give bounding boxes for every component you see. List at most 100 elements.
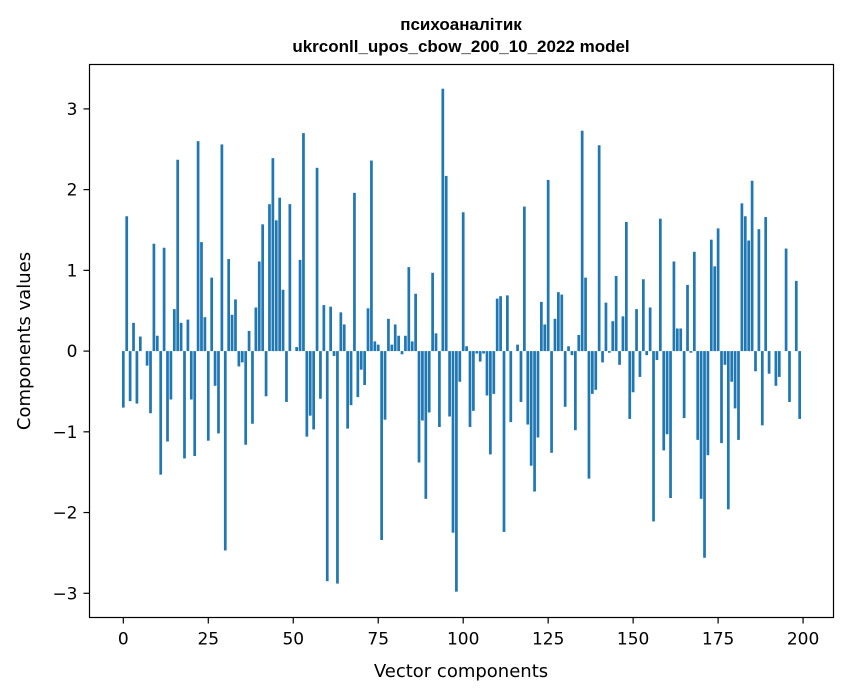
- x-axis-label: Vector components: [374, 661, 548, 682]
- bar-9: [152, 243, 156, 352]
- bar-150: [631, 351, 635, 393]
- bar-142: [604, 302, 608, 352]
- bar-60: [325, 351, 329, 582]
- bar-55: [308, 351, 312, 416]
- y-tick-label: 2: [67, 181, 78, 201]
- bar-101: [465, 346, 468, 352]
- bar-131: [567, 346, 570, 352]
- bar-70: [359, 351, 363, 370]
- bar-152: [638, 351, 642, 377]
- bar-26: [210, 277, 214, 352]
- bar-22: [196, 141, 200, 352]
- y-tick-label: 1: [67, 261, 78, 281]
- bar-126: [550, 351, 553, 453]
- bar-46: [278, 197, 282, 352]
- bar-129: [560, 294, 564, 352]
- bar-79: [390, 344, 394, 352]
- x-tick-label: 175: [702, 630, 734, 650]
- bar-156: [652, 351, 655, 522]
- x-tick-label: 150: [617, 630, 649, 650]
- bar-102: [468, 351, 472, 427]
- bar-195: [784, 248, 788, 352]
- bar-100: [461, 212, 465, 352]
- bar-7: [145, 351, 149, 366]
- bar-77: [383, 351, 387, 420]
- bar-97: [451, 351, 455, 533]
- bar-130: [563, 351, 567, 407]
- bar-69: [356, 351, 360, 398]
- bar-71: [363, 351, 366, 385]
- bar-113: [506, 295, 509, 352]
- bar-92: [434, 333, 438, 352]
- bar-168: [692, 251, 696, 352]
- bar-34: [237, 351, 241, 367]
- plot-frame: [88, 63, 835, 619]
- bar-135: [580, 130, 584, 352]
- bar-106: [482, 351, 485, 354]
- bar-23: [200, 242, 203, 352]
- bar-32: [230, 314, 234, 352]
- bar-81: [397, 335, 400, 352]
- bar-75: [376, 344, 380, 352]
- bar-0: [121, 351, 125, 408]
- bar-198: [794, 280, 798, 352]
- bar-16: [176, 159, 180, 352]
- bar-94: [441, 88, 445, 352]
- x-tick-label: 125: [532, 630, 564, 650]
- bar-13: [166, 351, 169, 442]
- bar-56: [312, 351, 316, 430]
- bar-173: [709, 239, 713, 352]
- bar-111: [499, 296, 502, 352]
- bar-31: [227, 259, 231, 352]
- bar-87: [417, 351, 421, 463]
- bar-72: [366, 308, 370, 352]
- bar-159: [662, 351, 666, 451]
- y-axis-label: Components values: [14, 252, 35, 430]
- bar-124: [543, 324, 547, 352]
- bar-30: [223, 351, 227, 551]
- bar-99: [458, 351, 462, 382]
- bar-95: [444, 175, 448, 352]
- x-tick-label: 25: [197, 630, 219, 650]
- bar-12: [162, 247, 166, 352]
- bar-8: [149, 351, 152, 414]
- bar-98: [455, 351, 458, 592]
- bar-67: [349, 351, 353, 406]
- bar-155: [648, 307, 652, 352]
- bar-143: [607, 351, 611, 353]
- x-tick-label: 50: [282, 630, 304, 650]
- bar-62: [332, 351, 336, 356]
- bar-182: [740, 203, 744, 352]
- y-tick-label: −1: [52, 423, 77, 443]
- bar-78: [387, 318, 390, 352]
- bar-146: [618, 351, 621, 365]
- bar-196: [788, 351, 791, 402]
- bar-164: [679, 328, 683, 352]
- bar-117: [519, 351, 523, 402]
- bar-167: [689, 351, 693, 353]
- bar-35: [240, 351, 244, 363]
- bar-58: [319, 351, 322, 399]
- chart-title-line1: психоаналітик: [400, 15, 522, 34]
- bar-161: [669, 351, 672, 499]
- bar-112: [502, 351, 506, 532]
- bar-24: [203, 317, 207, 352]
- bar-123: [540, 301, 543, 352]
- bar-178: [726, 351, 730, 510]
- bar-139: [594, 351, 598, 390]
- y-tick-label: −2: [52, 504, 77, 524]
- bar-174: [713, 266, 717, 352]
- bar-51: [295, 347, 299, 352]
- bar-47: [281, 289, 285, 352]
- bar-10: [155, 335, 159, 352]
- bar-136: [584, 277, 587, 352]
- bar-64: [339, 312, 343, 352]
- bar-114: [509, 351, 513, 423]
- bar-37: [247, 330, 251, 352]
- bar-138: [590, 351, 594, 394]
- bar-80: [393, 324, 397, 352]
- bar-170: [699, 351, 703, 499]
- bar-33: [234, 299, 237, 352]
- bar-65: [342, 324, 346, 352]
